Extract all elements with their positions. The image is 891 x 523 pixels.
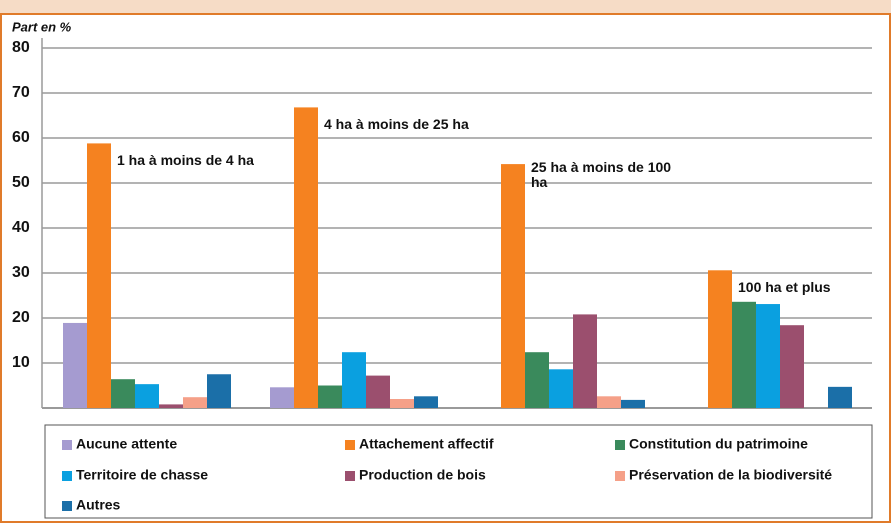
- y-tick-label: 20: [12, 309, 30, 326]
- legend-label: Production de bois: [359, 467, 486, 483]
- bar: [318, 385, 342, 408]
- y-tick-label: 40: [12, 219, 30, 236]
- bar: [183, 397, 207, 408]
- bar: [342, 352, 366, 408]
- group-annotation: 25 ha à moins de 100 ha: [531, 159, 675, 190]
- y-axis-label: Part en %: [12, 19, 72, 34]
- bar: [270, 387, 294, 408]
- bar: [621, 399, 645, 408]
- legend-label: Aucune attente: [76, 436, 177, 452]
- legend-label: Autres: [76, 497, 121, 513]
- group-annotation: 4 ha à moins de 25 ha: [324, 116, 469, 132]
- bar: [780, 325, 804, 408]
- group-annotation: 100 ha et plus: [738, 279, 831, 295]
- frame: [0, 13, 891, 523]
- group-annotation: 1 ha à moins de 4 ha: [117, 152, 254, 168]
- legend-label: Attachement affectif: [359, 436, 494, 452]
- bar: [294, 107, 318, 409]
- bar: [756, 304, 780, 408]
- bar: [63, 322, 87, 408]
- bar: [708, 270, 732, 408]
- bar: [597, 396, 621, 408]
- legend-swatch: [62, 440, 72, 450]
- y-tick-label: 80: [12, 39, 30, 56]
- bar: [87, 143, 111, 408]
- legend-box: [44, 424, 873, 519]
- bar: [828, 386, 852, 408]
- y-tick-label: 50: [12, 174, 30, 191]
- legend-label: Constitution du patrimoine: [629, 436, 808, 452]
- bar: [366, 375, 390, 408]
- bar: [111, 379, 135, 408]
- bar: [573, 314, 597, 408]
- bar: [390, 399, 414, 408]
- legend-swatch: [615, 471, 625, 481]
- y-tick-label: 10: [12, 354, 30, 371]
- legend-label: Préservation de la biodiversité: [629, 467, 832, 483]
- legend-label: Territoire de chasse: [76, 467, 208, 483]
- legend-swatch: [345, 471, 355, 481]
- bar: [732, 301, 756, 408]
- legend-swatch: [615, 440, 625, 450]
- bar: [501, 164, 525, 408]
- bar: [135, 384, 159, 408]
- bar: [159, 404, 183, 408]
- y-tick-label: 60: [12, 129, 30, 146]
- bar: [525, 352, 549, 408]
- bar: [207, 374, 231, 408]
- legend-swatch: [62, 501, 72, 511]
- bar: [549, 369, 573, 408]
- header-strip: [0, 0, 891, 14]
- bar: [414, 396, 438, 408]
- y-tick-label: 30: [12, 264, 30, 281]
- legend-swatch: [345, 440, 355, 450]
- y-tick-label: 70: [12, 84, 30, 101]
- legend-swatch: [62, 471, 72, 481]
